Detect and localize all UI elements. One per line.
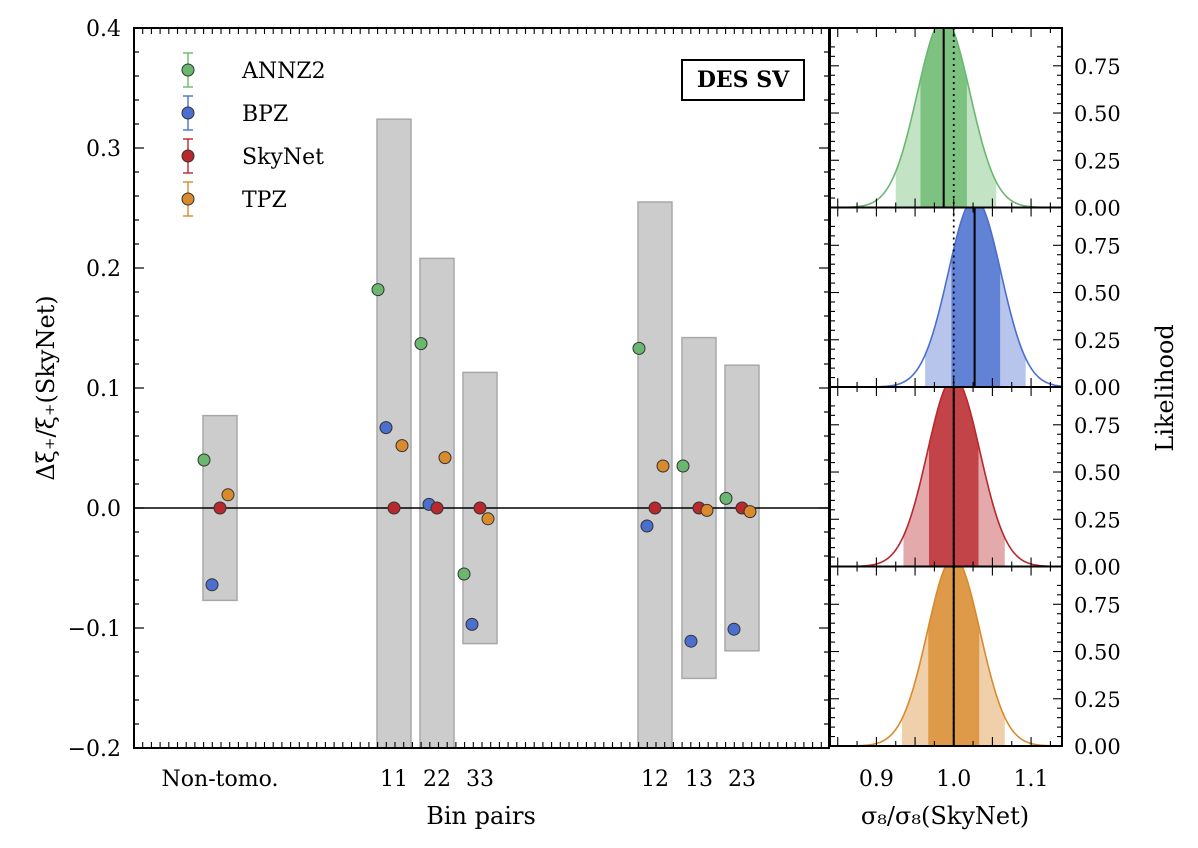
- x-tick-label: 12: [641, 767, 669, 792]
- y-tick-label: 0.3: [86, 137, 121, 162]
- panel-y-tick-label: 0.50: [1074, 282, 1121, 306]
- x-tick-label: 13: [685, 767, 713, 792]
- panel-y-tick-label: 0.00: [1074, 376, 1121, 400]
- likelihood-panel-skynet: 0.00 0.25 0.50 0.75: [829, 386, 1121, 580]
- point-tpz: [221, 488, 235, 502]
- likelihood-curve: [830, 28, 1062, 208]
- legend-marker: [181, 192, 195, 206]
- point-bpz: [465, 617, 479, 631]
- point-bpz: [640, 519, 654, 533]
- point-annz2: [371, 283, 385, 297]
- side-x-tick-label: 1.0: [936, 767, 971, 792]
- y-tick-label: −0.1: [68, 617, 121, 642]
- point-annz2: [414, 337, 428, 351]
- panel-y-tick-label: 0.75: [1074, 593, 1121, 617]
- y-tick-label: 0.4: [86, 17, 121, 42]
- panel-y-tick-label: 0.75: [1074, 55, 1121, 79]
- point-bpz: [205, 578, 219, 592]
- point-tpz: [395, 439, 409, 453]
- y-tick-label: 0.2: [86, 257, 121, 282]
- point-annz2: [197, 453, 211, 467]
- panel-y-tick-label: 0.00: [1074, 197, 1121, 221]
- point-tpz: [700, 503, 714, 517]
- y-tick-label: 0.1: [86, 377, 121, 402]
- likelihood-panel-annz2: 0.00 0.25 0.50 0.75: [829, 27, 1121, 221]
- likelihood-curve: [830, 387, 1062, 567]
- point-skynet: [648, 501, 662, 515]
- y-tick-label: −0.2: [68, 737, 121, 762]
- side-x-tick-label: 0.9: [859, 767, 894, 792]
- panel-y-tick-label: 0.75: [1074, 234, 1121, 258]
- point-skynet: [473, 501, 487, 515]
- y-tick-label: 0.0: [86, 497, 121, 522]
- likelihood-panels: 0.00 0.25 0.50 0.75 0.00 0.25 0.50 0.75 0.00 0.25…: [829, 27, 1121, 792]
- likelihood-curve: [830, 566, 1062, 746]
- panel-y-tick-label: 0.25: [1074, 149, 1121, 173]
- legend-label: TPZ: [242, 188, 287, 213]
- legend-label: SkyNet: [242, 145, 324, 170]
- point-bpz: [727, 622, 741, 636]
- error-boxes: [202, 118, 760, 749]
- inner-band: [951, 207, 1001, 387]
- x-tick-label: 33: [466, 767, 494, 792]
- likelihood-panel-bpz: 0.00 0.25 0.50 0.75: [829, 206, 1121, 400]
- panel-y-tick-label: 0.25: [1074, 688, 1121, 712]
- panel-y-tick-label: 0.25: [1074, 508, 1121, 532]
- panel-frame: [829, 565, 1063, 747]
- panel-y-tick-label: 0.75: [1074, 414, 1121, 438]
- panel-y-tick-label: 0.25: [1074, 329, 1121, 353]
- legend-label: ANNZ2: [241, 59, 326, 84]
- point-bpz: [684, 634, 698, 648]
- legend-label: BPZ: [242, 102, 288, 127]
- x-tick-label: 23: [728, 767, 756, 792]
- annotation-box: DES SV: [681, 59, 805, 101]
- x-tick-label: Non-tomo.: [162, 767, 279, 792]
- point-annz2: [632, 341, 646, 355]
- panel-content: [830, 566, 1062, 746]
- main-axes: −0.2 −0.1 0.0 0.1 0.2 0.3 0.4 Non-tomo. 11 22 33 12…: [68, 17, 830, 792]
- panel-y-tick-label: 0.50: [1074, 461, 1121, 485]
- data-points: [197, 283, 757, 648]
- panel-y-tick-label: 0.00: [1074, 556, 1121, 580]
- side-y-axis-label: Likelihood: [1151, 324, 1179, 451]
- point-skynet: [430, 501, 444, 515]
- x-tick-label: 22: [423, 767, 451, 792]
- point-bpz: [379, 421, 393, 435]
- legend-marker: [181, 106, 195, 120]
- panel-content: [830, 28, 1062, 208]
- error-box: [376, 118, 412, 749]
- point-skynet: [387, 501, 401, 515]
- point-tpz: [656, 459, 670, 473]
- point-tpz: [743, 505, 757, 519]
- side-x-axis-label: σ₈/σ₈(SkyNet): [861, 802, 1029, 830]
- legend: ANNZ2 BPZ SkyNet TPZ: [181, 52, 326, 217]
- annotation-label: DES SV: [697, 67, 790, 93]
- x-tick-label: 11: [380, 767, 408, 792]
- point-annz2: [719, 491, 733, 505]
- point-annz2: [457, 567, 471, 581]
- y-axis-label: Δξ₊/ξ₊(SkyNet): [32, 295, 60, 480]
- legend-marker: [181, 149, 195, 163]
- error-box: [637, 201, 673, 749]
- point-skynet: [213, 501, 227, 515]
- x-axis-label: Bin pairs: [426, 802, 536, 830]
- legend-marker: [181, 63, 195, 77]
- likelihood-panel-tpz: 0.00 0.25 0.50 0.75: [829, 565, 1121, 759]
- point-tpz: [438, 451, 452, 465]
- side-x-tick-label: 1.1: [1014, 767, 1049, 792]
- point-annz2: [676, 459, 690, 473]
- panel-content: [830, 387, 1062, 567]
- panel-content: [830, 207, 1062, 387]
- panel-y-tick-label: 0.50: [1074, 102, 1121, 126]
- point-tpz: [481, 512, 495, 526]
- panel-y-tick-label: 0.00: [1074, 735, 1121, 759]
- panel-y-tick-label: 0.50: [1074, 641, 1121, 665]
